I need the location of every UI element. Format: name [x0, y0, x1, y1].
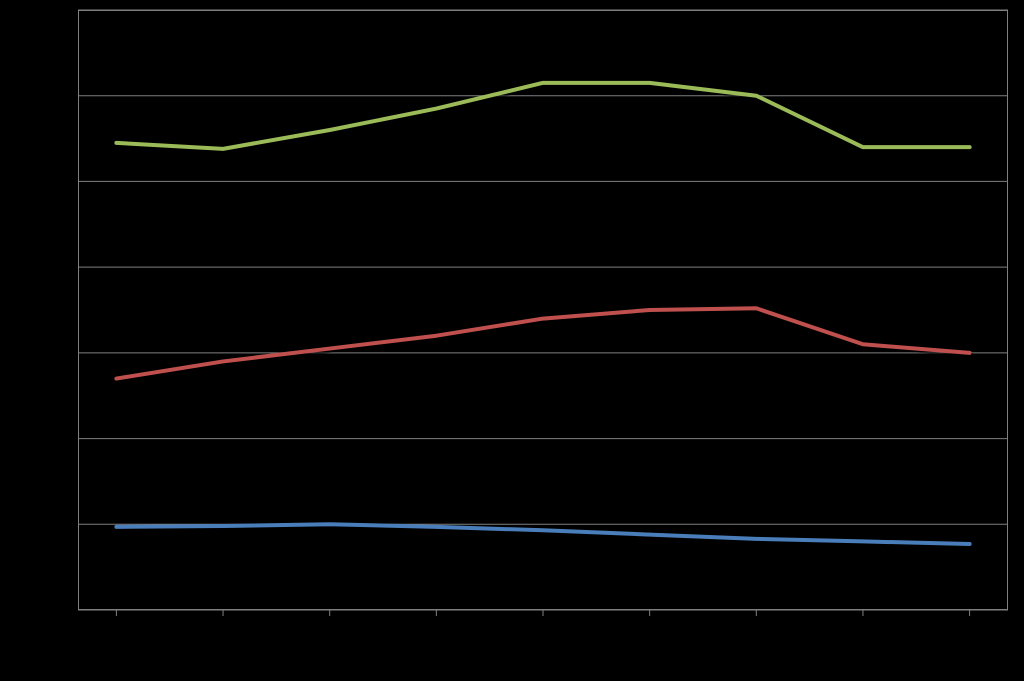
chart-svg — [0, 0, 1024, 681]
chart-background — [0, 0, 1024, 681]
line-chart — [0, 0, 1024, 681]
